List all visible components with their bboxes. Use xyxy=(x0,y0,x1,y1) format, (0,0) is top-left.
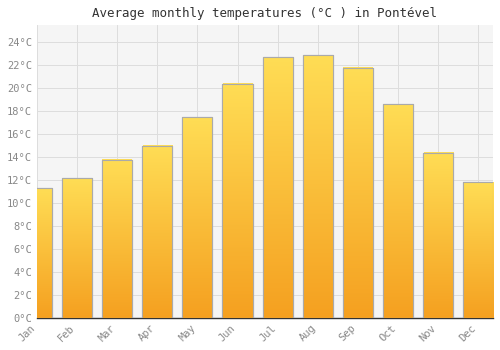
Bar xyxy=(343,68,373,318)
Bar xyxy=(222,84,252,318)
Bar xyxy=(222,84,252,318)
Bar xyxy=(262,57,292,318)
Bar xyxy=(423,153,454,318)
Bar xyxy=(102,160,132,318)
Bar xyxy=(102,160,132,318)
Title: Average monthly temperatures (°C ) in Pontével: Average monthly temperatures (°C ) in Po… xyxy=(92,7,438,20)
Bar xyxy=(464,182,494,318)
Bar xyxy=(343,68,373,318)
Bar xyxy=(22,188,52,318)
Bar xyxy=(62,178,92,318)
Bar xyxy=(383,104,413,318)
Bar xyxy=(262,57,292,318)
Bar xyxy=(303,55,333,318)
Bar xyxy=(182,117,212,318)
Bar xyxy=(182,117,212,318)
Bar xyxy=(303,55,333,318)
Bar xyxy=(383,104,413,318)
Bar xyxy=(142,146,172,318)
Bar xyxy=(423,153,454,318)
Bar xyxy=(142,146,172,318)
Bar xyxy=(62,178,92,318)
Bar xyxy=(464,182,494,318)
Bar xyxy=(22,188,52,318)
